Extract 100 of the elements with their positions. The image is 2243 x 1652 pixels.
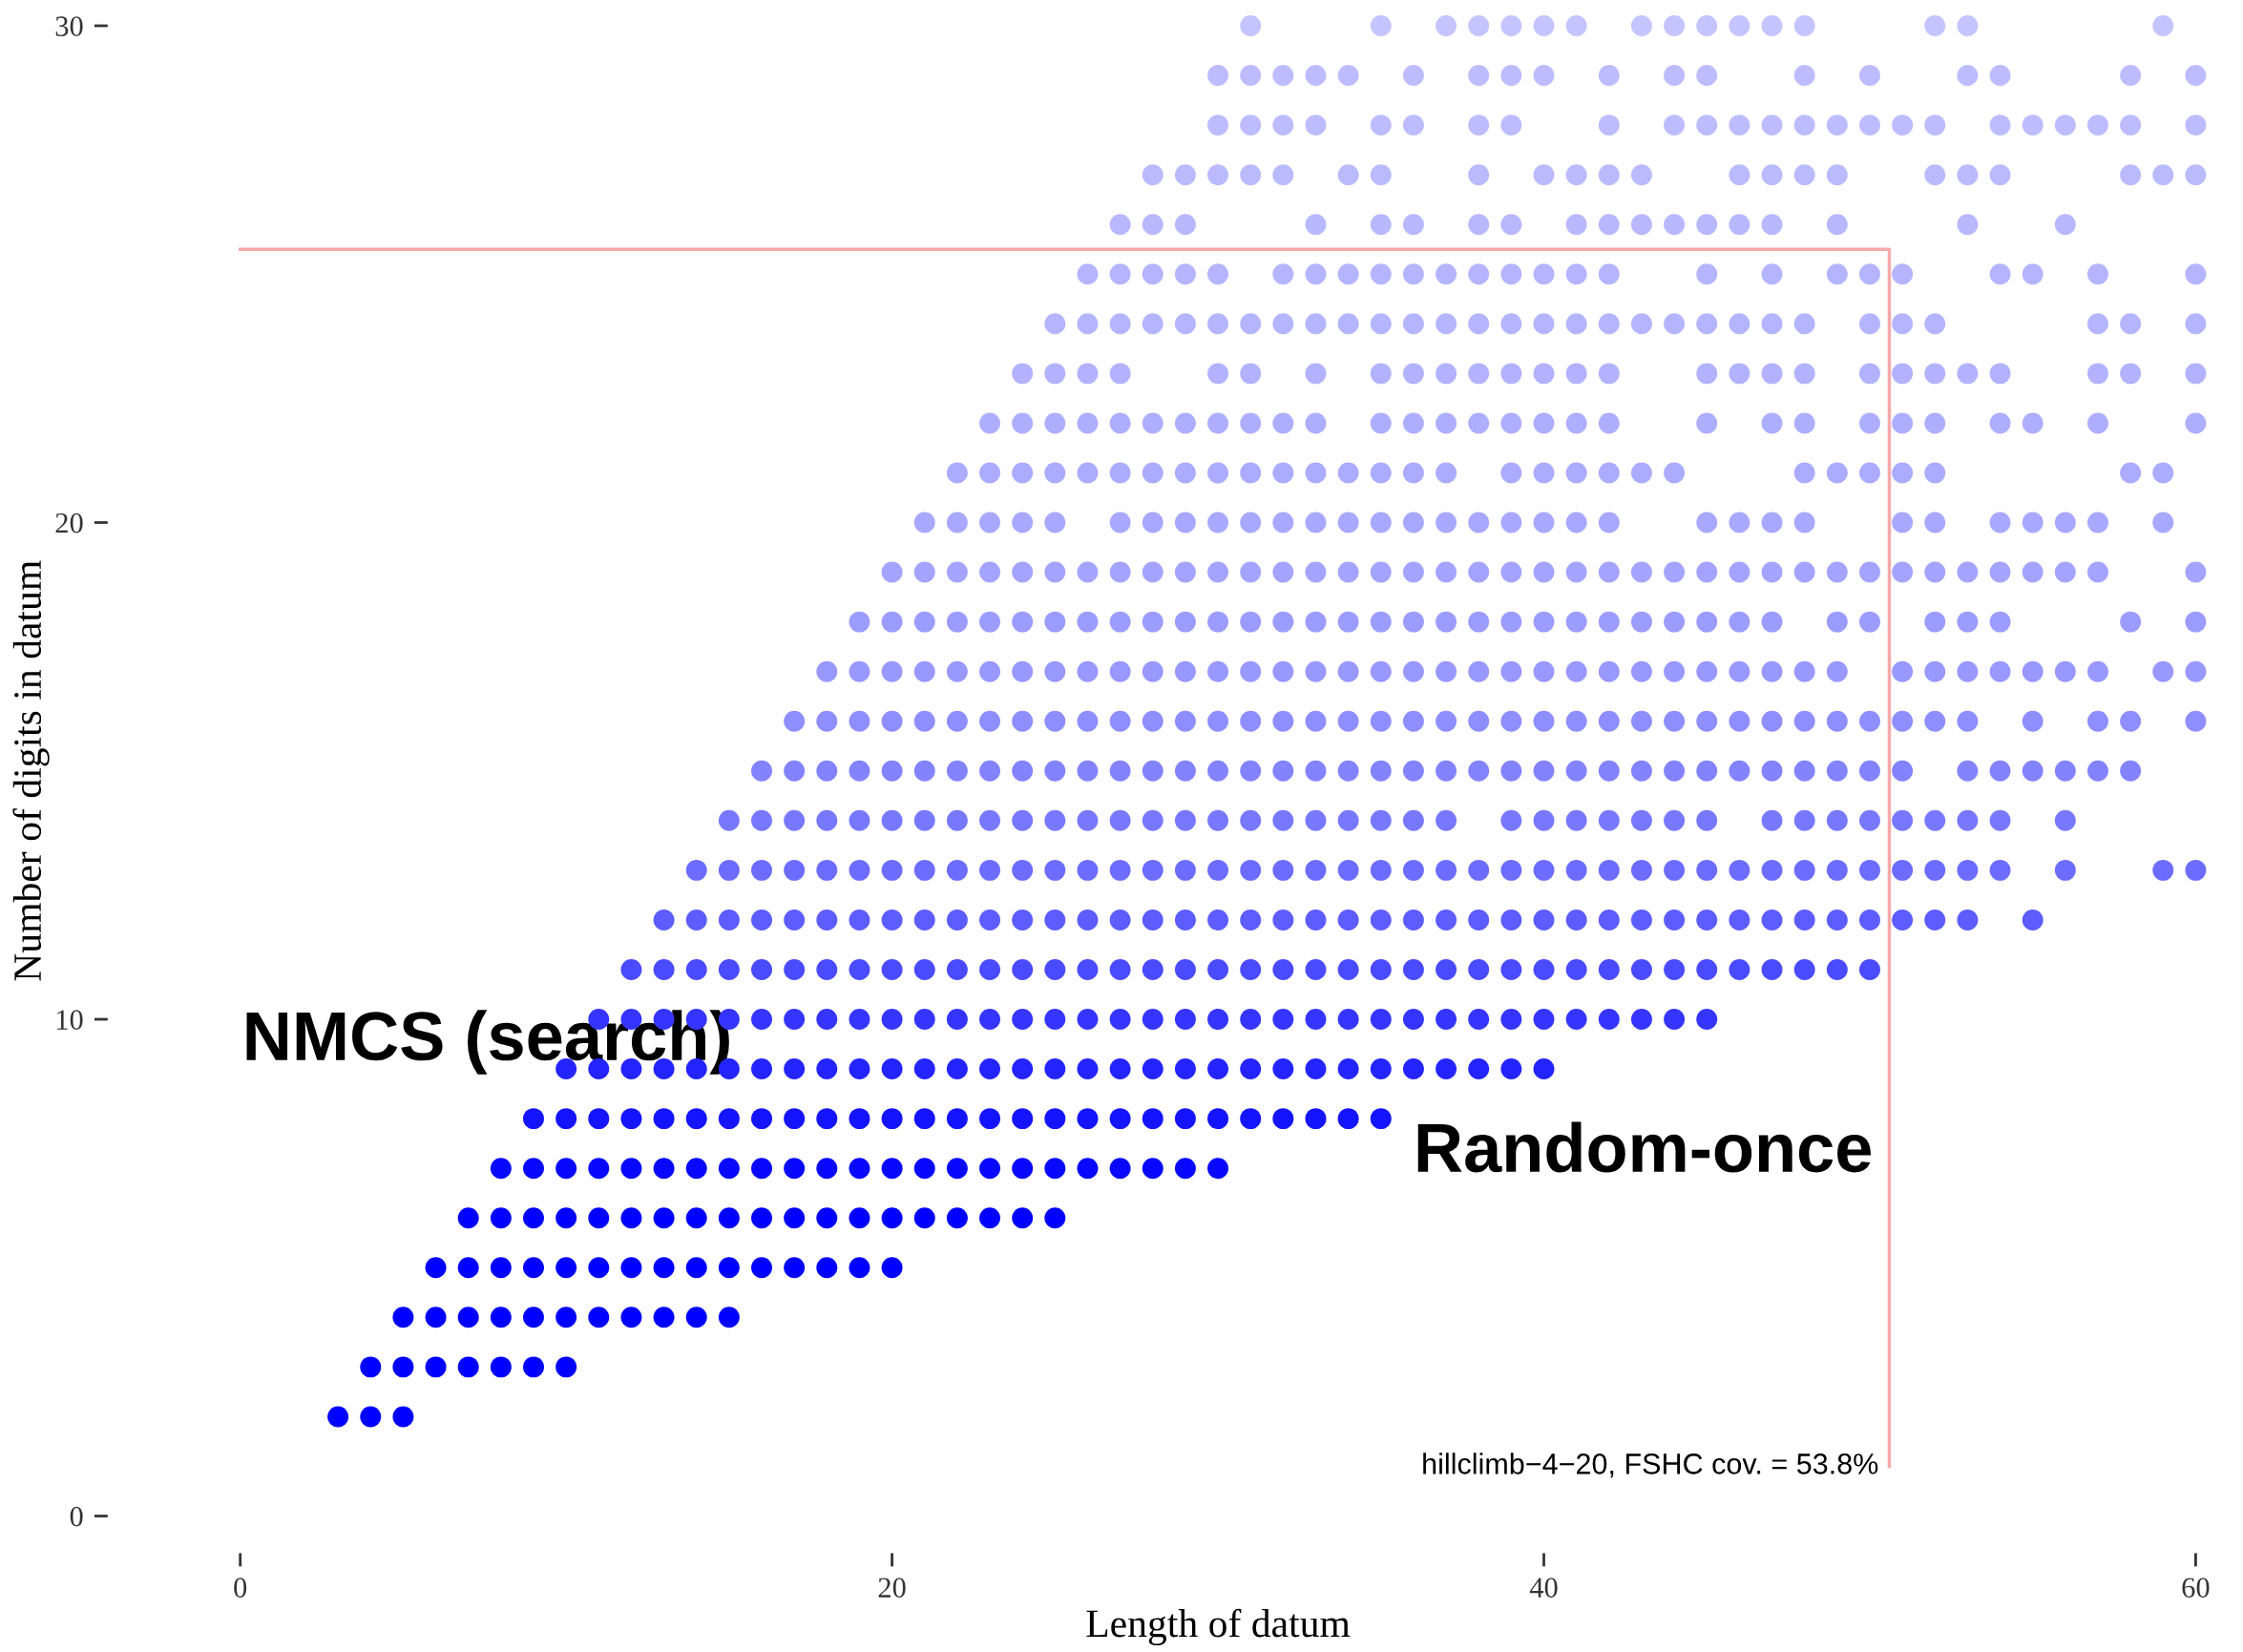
point: [1012, 859, 1034, 881]
point: [1793, 412, 1815, 434]
point: [1598, 760, 1620, 782]
point: [1957, 214, 1979, 236]
point: [1272, 809, 1294, 831]
point: [1142, 959, 1163, 980]
point: [751, 760, 772, 782]
point: [2022, 660, 2044, 682]
point: [1761, 512, 1783, 533]
point: [1174, 859, 1196, 881]
point: [2086, 313, 2108, 335]
point: [913, 1108, 935, 1130]
point: [1142, 313, 1163, 335]
point: [1174, 909, 1196, 931]
point: [1630, 611, 1652, 633]
point: [1892, 561, 1914, 583]
point: [1044, 1108, 1066, 1130]
point: [490, 1356, 512, 1378]
point: [784, 760, 806, 782]
point: [1207, 760, 1229, 782]
point: [1989, 809, 2011, 831]
point: [1272, 760, 1294, 782]
point: [1858, 363, 1880, 385]
point: [1761, 710, 1783, 732]
point: [2120, 313, 2142, 335]
point: [1142, 660, 1163, 682]
point: [1892, 710, 1914, 732]
point: [425, 1257, 447, 1279]
point: [1142, 214, 1163, 236]
point: [1044, 313, 1066, 335]
point: [685, 859, 707, 881]
point: [1957, 611, 1979, 633]
point: [1077, 363, 1099, 385]
point: [1174, 1058, 1196, 1080]
point: [1207, 1058, 1229, 1080]
point: [1826, 214, 1848, 236]
point: [1598, 462, 1620, 484]
point: [1370, 611, 1392, 633]
point: [1761, 809, 1783, 831]
point: [1207, 363, 1229, 385]
point: [1337, 660, 1359, 682]
point: [979, 909, 1001, 931]
point: [1142, 462, 1163, 484]
point: [1858, 909, 1880, 931]
point: [2054, 809, 2076, 831]
point: [1012, 959, 1034, 980]
point: [2086, 760, 2108, 782]
x-tick-label: 20: [878, 1578, 906, 1598]
point: [1436, 512, 1457, 533]
point: [1044, 760, 1066, 782]
point: [751, 1058, 772, 1080]
point: [718, 959, 740, 980]
point: [1044, 462, 1066, 484]
point: [1664, 809, 1686, 831]
point: [1793, 561, 1815, 583]
point: [2185, 710, 2207, 732]
point: [1533, 412, 1555, 434]
point: [1305, 809, 1327, 831]
point: [1174, 959, 1196, 980]
point: [1924, 611, 1946, 633]
point: [1565, 809, 1587, 831]
point: [1468, 263, 1490, 285]
point: [490, 1158, 512, 1180]
point: [1761, 15, 1783, 36]
point: [1500, 363, 1522, 385]
point: [881, 760, 903, 782]
point: [1989, 412, 2011, 434]
point: [2054, 214, 2076, 236]
point: [1077, 660, 1099, 682]
point: [1174, 1158, 1196, 1180]
point: [1402, 859, 1424, 881]
point: [1109, 512, 1131, 533]
point: [946, 859, 968, 881]
point: [1142, 909, 1163, 931]
point: [1337, 909, 1359, 931]
point: [1240, 1009, 1262, 1031]
point: [620, 1207, 642, 1229]
annotation: NMCS (search): [246, 1010, 729, 1075]
point: [881, 959, 903, 980]
point: [1729, 859, 1750, 881]
point: [1436, 15, 1457, 36]
point: [1468, 214, 1490, 236]
point: [1109, 1158, 1131, 1180]
point: [1272, 462, 1294, 484]
point: [1468, 660, 1490, 682]
point: [1924, 462, 1946, 484]
point: [1012, 909, 1034, 931]
point: [1012, 1009, 1034, 1031]
point: [1142, 561, 1163, 583]
point: [1793, 710, 1815, 732]
point: [1468, 313, 1490, 335]
point: [1664, 760, 1686, 782]
point: [1044, 809, 1066, 831]
point: [881, 1158, 903, 1180]
point: [1044, 909, 1066, 931]
point: [1598, 1009, 1620, 1031]
point: [457, 1307, 479, 1328]
point: [1468, 164, 1490, 186]
point: [1272, 512, 1294, 533]
point: [1402, 809, 1424, 831]
